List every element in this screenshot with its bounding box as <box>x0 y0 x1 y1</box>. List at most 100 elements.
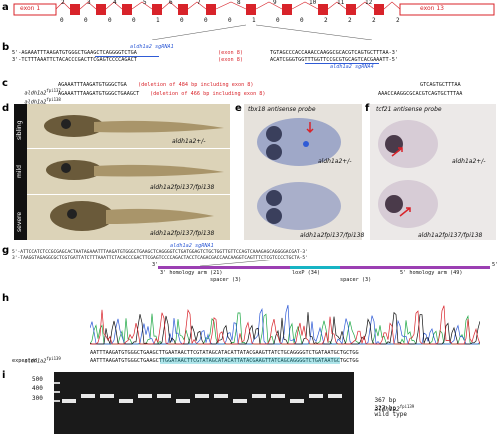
embryo-bottom <box>257 182 341 230</box>
gene-structure-diagram <box>13 1 495 40</box>
phase-number: 0 <box>228 17 232 24</box>
intron-line <box>215 1 247 10</box>
allele1-name: aldh1a2 <box>24 90 47 97</box>
gel-band <box>138 394 152 398</box>
b-bottom-right: ACATCGGGTGGTTTGGTTCCGCGTGCAGTCACGAAATT-5… <box>270 57 399 63</box>
phase-number: 0 <box>276 17 280 24</box>
exon-1-box <box>13 3 57 16</box>
gel-band <box>290 399 304 403</box>
panel-label-g: g <box>2 245 10 256</box>
phase-number: 0 <box>300 17 304 24</box>
panel-label-i: i <box>2 370 6 381</box>
exon-number: 6 <box>169 0 173 6</box>
b-top-right: TGTAGCCCACCAAACCAAGGCGCACGTCAGTGCTTTAA-3… <box>270 50 399 56</box>
g-sgrna-label: aldh1a2 sgRNA1 <box>170 243 214 249</box>
exon-number: 3 <box>87 0 91 6</box>
sgrna1-underline <box>95 56 159 57</box>
chromatogram <box>90 294 480 346</box>
exon-number: 9 <box>273 0 277 6</box>
exon-block <box>152 4 162 15</box>
d-genotype-3: aldh1a2fpi137/fpi138 <box>150 230 215 237</box>
panel-label-d: d <box>2 103 10 114</box>
eye-top-2 <box>266 144 282 160</box>
ladder-300: 300 <box>32 395 43 402</box>
tcf21-photo <box>370 104 496 240</box>
intron-line <box>291 1 319 10</box>
h-allele-seq: AATTTAAGATGTGGGCTGAAGCTTGAATAACTTCGTATAG… <box>90 350 359 356</box>
fish-head-3 <box>50 201 114 231</box>
phase-number: 0 <box>180 17 184 24</box>
ladder-400: 400 <box>32 385 43 392</box>
red-arrow-f1 <box>391 147 403 157</box>
phase-number: 2 <box>348 17 352 24</box>
gel-band <box>119 399 133 403</box>
exon-number: 4 <box>113 0 117 6</box>
band-top-size: 367 bp <box>374 397 397 404</box>
intron-line <box>131 1 153 10</box>
tbx18-genotype-top: aldh1a2+/- <box>318 158 352 165</box>
b-bottom-left: 3'-TCTTTAAATTCTACACCCGACTTCGAGTCCCCAGACT <box>12 57 137 63</box>
g-end-3: 3' <box>152 262 159 268</box>
fish-body-2 <box>94 164 224 177</box>
side-label-bar <box>14 104 27 240</box>
exon-block <box>282 4 292 15</box>
fish-photo-panel <box>14 104 230 240</box>
g-arm3-label: 3' homology arm (21) <box>160 270 223 276</box>
d-genotype-1: aldh1a2+/- <box>172 138 206 145</box>
g-construct-diagram <box>158 260 490 269</box>
intron-line <box>105 1 123 10</box>
phase-number: 1 <box>156 17 160 24</box>
h-allele-sup: fpi139 <box>46 356 61 361</box>
allele2-deletion: (deletion of 466 bp including exon 8) <box>150 91 266 97</box>
sgrna1-label: aldh1a2 sgRNA1 <box>130 44 174 50</box>
b-top-exon: (exon 8) <box>218 50 243 56</box>
band-bottom-size: 327 bp <box>374 405 397 412</box>
eye-bottom-1 <box>266 190 282 206</box>
exon-block <box>122 4 132 15</box>
tbx18-genotype-bottom: aldh1a2fpi137/fpi138 <box>300 232 365 239</box>
fish-eye-3 <box>67 209 77 219</box>
exon-number: 2 <box>61 0 65 6</box>
allele2-right: AAACCAAGGCGCACGTCAGTGCTTTAA <box>378 91 463 97</box>
divider-2 <box>27 194 230 195</box>
exon-number: 10 <box>309 0 317 6</box>
band-top-allele: aldh1a2 <box>374 406 400 413</box>
homology-arm-3 <box>158 266 290 269</box>
gel-band <box>309 394 323 398</box>
blue-dot-top <box>303 141 309 147</box>
zoom-line-right <box>255 24 373 40</box>
exon-number: 11 <box>337 0 345 6</box>
ladder-band <box>54 382 60 384</box>
tbx18-title: tbx18 antisense probe <box>248 106 316 113</box>
gel-band <box>252 394 266 398</box>
phase-number: 2 <box>396 17 400 24</box>
allele1-deletion: (deletion of 484 bp including exon 8) <box>138 82 254 88</box>
allele2-name: aldh1a2 <box>24 99 47 106</box>
intron-line <box>55 1 71 10</box>
intron-line <box>161 1 179 10</box>
tbx18-embryos <box>257 118 341 230</box>
exon-13-box <box>399 3 495 16</box>
eye-bottom-2 <box>266 208 282 224</box>
panel-label-c: c <box>2 78 8 89</box>
phase-number: 0 <box>204 17 208 24</box>
b-top-left: 5'-AGAAATTTAAGATGTGGGCTGAAGCTCAGGGGTCTGA <box>12 50 137 56</box>
allele1-seq: AGAAATTTAAGATGTGGGCTGA <box>58 82 127 88</box>
b-bottom-exon: (exon 8) <box>218 57 243 63</box>
allele1-right: GTCAGTGCTTTAA <box>420 82 461 88</box>
band-top-sup: fpi139 <box>399 404 415 409</box>
gel-band <box>157 394 171 398</box>
intron-line <box>355 1 375 10</box>
gel-image <box>54 372 354 434</box>
panel-label-h: h <box>2 293 10 304</box>
intron-line <box>327 1 347 10</box>
h-allele-name: aldh1a2 <box>24 358 47 365</box>
intron-line <box>79 1 97 10</box>
h-expected-seq: AATTTAAGATGTGGGCTGAAGCTTGGATAACTTCGTATAG… <box>90 358 359 364</box>
gel-band <box>195 394 209 398</box>
phase-number: 0 <box>108 17 112 24</box>
phase-number: 2 <box>372 17 376 24</box>
phase-number: 0 <box>60 17 64 24</box>
exon-13-label: exon 13 <box>420 5 444 12</box>
